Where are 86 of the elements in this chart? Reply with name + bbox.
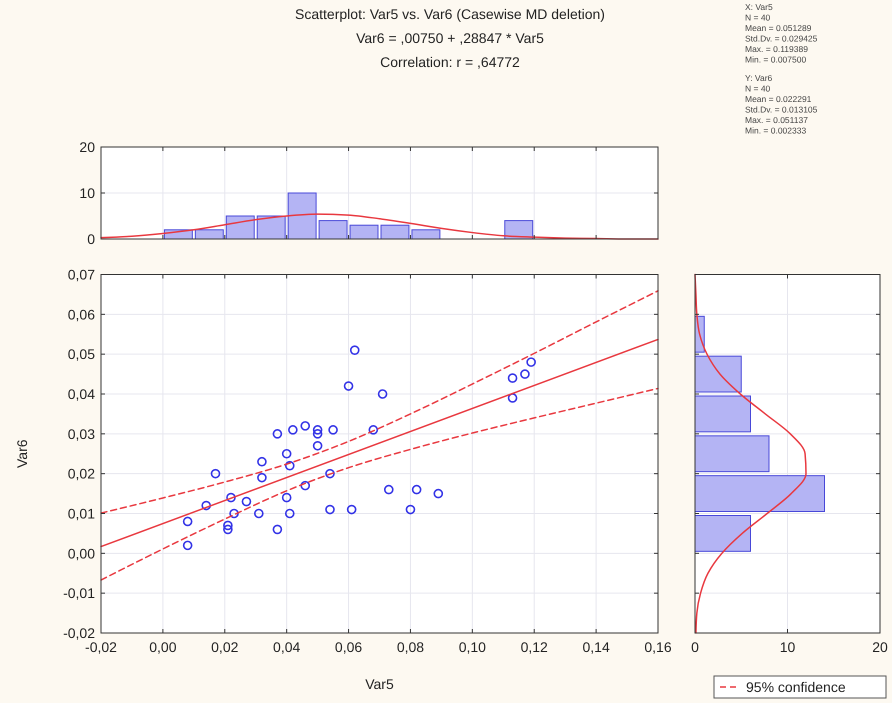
point	[223, 520, 233, 530]
x-tick-label: 20	[872, 639, 888, 655]
line-series	[100, 213, 659, 240]
text: Std.Dv. = 0.013105	[745, 104, 818, 114]
y-tick-label: 0,04	[68, 386, 96, 402]
point	[412, 484, 422, 494]
legend-label: 95% confidence	[746, 679, 846, 695]
point	[312, 429, 322, 439]
x-tick-label: 0,04	[273, 639, 301, 655]
point	[520, 369, 530, 379]
point	[210, 468, 220, 478]
point	[229, 508, 239, 518]
y-tick-label: 20	[79, 139, 96, 155]
point	[272, 524, 282, 534]
point	[226, 492, 236, 502]
x-tick-label: 0,06	[334, 639, 362, 655]
y-tick-label: 0,01	[68, 506, 96, 522]
point	[272, 429, 282, 439]
x-tick-label: 0,08	[396, 639, 424, 655]
point	[384, 484, 394, 494]
point	[284, 460, 295, 470]
y-tick-label: 0,06	[68, 306, 96, 322]
text: N = 40	[745, 84, 771, 94]
chart-title: Scatterplot: Var5 vs. Var6 (Casewise MD deletion)	[295, 6, 605, 22]
point	[201, 500, 212, 510]
text: Min. = 0.002333	[745, 126, 806, 136]
point	[242, 496, 252, 506]
point	[288, 425, 298, 435]
x-tick-label: 0,16	[644, 639, 672, 655]
text: Y: Var6	[745, 73, 773, 83]
point	[508, 373, 518, 383]
point	[312, 440, 322, 451]
point	[328, 425, 338, 435]
y-tick-label: 0	[87, 231, 96, 247]
y-tick-label: 0,00	[68, 545, 96, 562]
text: Max. = 0.051137	[745, 115, 808, 125]
point	[378, 389, 388, 399]
point	[325, 504, 335, 514]
y-tick-label: -0,02	[63, 625, 96, 641]
y-axis-title: Var6	[14, 439, 30, 468]
point	[344, 381, 354, 391]
x-tick-label: 10	[780, 639, 796, 655]
text: Mean = 0.051289	[745, 23, 812, 33]
point	[282, 492, 292, 502]
x-axis-title: Var5	[365, 676, 394, 692]
point	[182, 516, 192, 526]
point	[223, 524, 233, 534]
text: Correlation: r = ,64772	[380, 54, 520, 70]
y-tick-label: 0,03	[68, 426, 96, 442]
point	[526, 357, 536, 367]
point	[368, 425, 378, 435]
point	[284, 508, 295, 518]
point	[346, 504, 356, 514]
point	[433, 488, 444, 498]
text: X: Var5	[745, 2, 773, 12]
point	[406, 504, 416, 514]
x-tick-label: 0,02	[211, 639, 239, 655]
point	[300, 421, 310, 431]
text: Max. = 0.119389	[745, 44, 808, 54]
text: Min. = 0.007500	[745, 54, 806, 64]
point	[282, 448, 292, 459]
point	[350, 345, 360, 355]
point	[254, 508, 264, 518]
text: Std.Dv. = 0.029425	[745, 34, 818, 44]
point	[300, 480, 310, 490]
chart-subtitle: Var6 = ,00750 + ,28847 * Var5	[356, 30, 544, 46]
x-tick-label: 0,10	[458, 639, 486, 655]
y-tick-label: 0,07	[68, 266, 96, 282]
point	[257, 472, 267, 482]
x-tick-label: 0,12	[520, 639, 548, 655]
x-tick-label: 0	[691, 639, 700, 655]
y-tick-label: 10	[79, 185, 96, 201]
y-tick-label: -0,01	[63, 585, 96, 602]
point	[312, 425, 322, 435]
x-tick-label: 0,00	[149, 639, 177, 655]
text: Mean = 0.022291	[745, 94, 812, 104]
point	[257, 456, 267, 467]
x-tick-label: 0,14	[582, 639, 610, 655]
point	[508, 393, 518, 403]
line-series	[100, 388, 659, 581]
text: N = 40	[745, 12, 771, 22]
point	[182, 540, 192, 550]
line-series	[100, 290, 659, 514]
point	[325, 468, 335, 478]
y-tick-label: 0,05	[68, 346, 96, 362]
y-tick-label: 0,02	[68, 466, 96, 482]
